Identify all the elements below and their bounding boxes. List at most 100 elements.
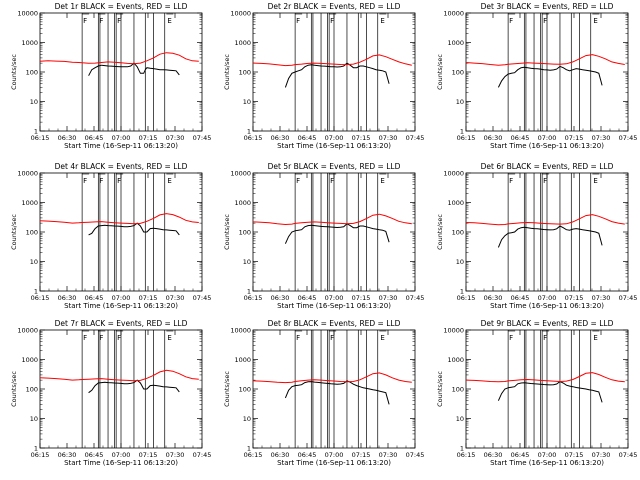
- x-tick-label: 06:45: [511, 294, 530, 302]
- y-axis-label: Counts/sec: [223, 371, 231, 407]
- x-tick-label: 06:45: [85, 451, 104, 459]
- chart-title: Det 7r BLACK = Events, RED = LLD: [55, 319, 188, 328]
- y-tick-label: 1000: [234, 199, 251, 207]
- events-series-line: [88, 222, 180, 236]
- x-tick-label: 06:45: [298, 294, 317, 302]
- x-tick-label: 06:45: [511, 451, 530, 459]
- y-tick-label: 100: [26, 386, 38, 394]
- x-tick-label: 07:30: [379, 451, 398, 459]
- x-tick-label: 06:45: [298, 134, 317, 142]
- y-axis-label: Counts/sec: [10, 214, 18, 250]
- y-tick-label: 10000: [443, 170, 464, 178]
- events-series-line: [284, 380, 390, 405]
- y-tick-label: 10: [456, 415, 464, 423]
- x-tick-label: 06:45: [85, 134, 104, 142]
- x-tick-label: 07:00: [538, 134, 557, 142]
- y-tick-label: 1: [247, 128, 251, 136]
- flag-label: F: [117, 334, 121, 342]
- x-tick-label: 06:15: [31, 294, 50, 302]
- x-tick-label: 07:15: [352, 294, 371, 302]
- flag-label: F: [296, 17, 300, 25]
- x-tick-label: 07:45: [619, 134, 638, 142]
- y-tick-label: 100: [452, 386, 464, 394]
- y-tick-label: 10: [30, 98, 38, 106]
- flag-label: F: [543, 334, 547, 342]
- x-tick-label: 07:45: [619, 294, 638, 302]
- x-tick-label: 06:30: [58, 451, 77, 459]
- x-tick-label: 06:30: [271, 134, 290, 142]
- flag-label: F: [99, 177, 103, 185]
- x-axis-label: Start Time (16-Sep-11 06:13:20): [490, 459, 604, 467]
- flag-label: E: [167, 177, 171, 185]
- x-tick-label: 07:15: [139, 451, 158, 459]
- y-tick-label: 1000: [21, 39, 38, 47]
- chart-panel-4: Det 4r BLACK = Events, RED = LLD 1 10 100 10…: [10, 162, 211, 310]
- x-tick-label: 06:15: [244, 134, 263, 142]
- flag-label: F: [117, 177, 121, 185]
- lld-series-line: [252, 213, 412, 226]
- x-axis-label: Start Time (16-Sep-11 06:13:20): [64, 142, 178, 150]
- y-tick-label: 10000: [230, 10, 251, 18]
- y-tick-label: 1000: [447, 199, 464, 207]
- chart-title: Det 1r BLACK = Events, RED = LLD: [55, 2, 188, 11]
- chart-title: Det 3r BLACK = Events, RED = LLD: [481, 2, 614, 11]
- lld-series-line: [465, 214, 625, 226]
- flag-label: F: [330, 334, 334, 342]
- y-tick-label: 1: [34, 445, 38, 453]
- flag-label: E: [593, 17, 597, 25]
- y-tick-label: 1000: [234, 356, 251, 364]
- x-axis-label: Start Time (16-Sep-11 06:13:20): [277, 142, 391, 150]
- y-tick-label: 10000: [230, 327, 251, 335]
- y-tick-label: 10000: [230, 170, 251, 178]
- x-tick-label: 07:00: [112, 451, 131, 459]
- y-tick-label: 100: [26, 69, 38, 77]
- flag-label: F: [99, 334, 103, 342]
- x-tick-label: 07:15: [352, 451, 371, 459]
- lld-series-line: [465, 372, 625, 383]
- y-tick-label: 1000: [447, 356, 464, 364]
- chart-title: Det 6r BLACK = Events, RED = LLD: [481, 162, 614, 171]
- y-axis-label: Counts/sec: [436, 214, 444, 250]
- y-tick-label: 10: [30, 258, 38, 266]
- y-tick-label: 100: [239, 386, 251, 394]
- flag-label: E: [593, 177, 597, 185]
- x-tick-label: 07:00: [538, 294, 557, 302]
- x-tick-label: 06:15: [31, 134, 50, 142]
- y-tick-label: 1: [460, 445, 464, 453]
- chart-panel-7: Det 7r BLACK = Events, RED = LLD 1 10 100 10…: [10, 319, 211, 467]
- x-tick-label: 07:15: [565, 451, 584, 459]
- lld-series-line: [39, 213, 199, 225]
- x-tick-label: 07:15: [565, 134, 584, 142]
- x-axis-label: Start Time (16-Sep-11 06:13:20): [64, 302, 178, 310]
- x-tick-label: 07:00: [325, 451, 344, 459]
- events-series-line: [497, 380, 603, 403]
- y-axis-label: Counts/sec: [223, 214, 231, 250]
- x-tick-label: 07:30: [592, 134, 611, 142]
- y-tick-label: 10000: [443, 327, 464, 335]
- flag-label: F: [330, 177, 334, 185]
- x-tick-label: 07:00: [325, 134, 344, 142]
- flag-label: E: [380, 334, 384, 342]
- chart-panel-1: Det 1r BLACK = Events, RED = LLD 1 10 100 10…: [10, 2, 211, 150]
- flag-label: F: [543, 177, 547, 185]
- events-series-line: [497, 65, 603, 88]
- x-axis-label: Start Time (16-Sep-11 06:13:20): [64, 459, 178, 467]
- y-axis-label: Counts/sec: [436, 54, 444, 90]
- x-tick-label: 06:45: [298, 451, 317, 459]
- y-tick-label: 1000: [447, 39, 464, 47]
- x-tick-label: 07:45: [619, 451, 638, 459]
- x-tick-label: 06:15: [457, 294, 476, 302]
- x-tick-label: 07:45: [193, 294, 212, 302]
- x-tick-label: 06:15: [244, 451, 263, 459]
- lld-series-line: [252, 372, 412, 384]
- x-tick-label: 07:15: [352, 134, 371, 142]
- y-tick-label: 10000: [17, 10, 38, 18]
- x-axis-label: Start Time (16-Sep-11 06:13:20): [277, 302, 391, 310]
- events-series-line: [284, 62, 390, 88]
- flag-label: E: [380, 17, 384, 25]
- y-tick-label: 1000: [234, 39, 251, 47]
- x-tick-label: 06:15: [457, 134, 476, 142]
- x-tick-label: 07:00: [538, 451, 557, 459]
- x-tick-label: 06:45: [511, 134, 530, 142]
